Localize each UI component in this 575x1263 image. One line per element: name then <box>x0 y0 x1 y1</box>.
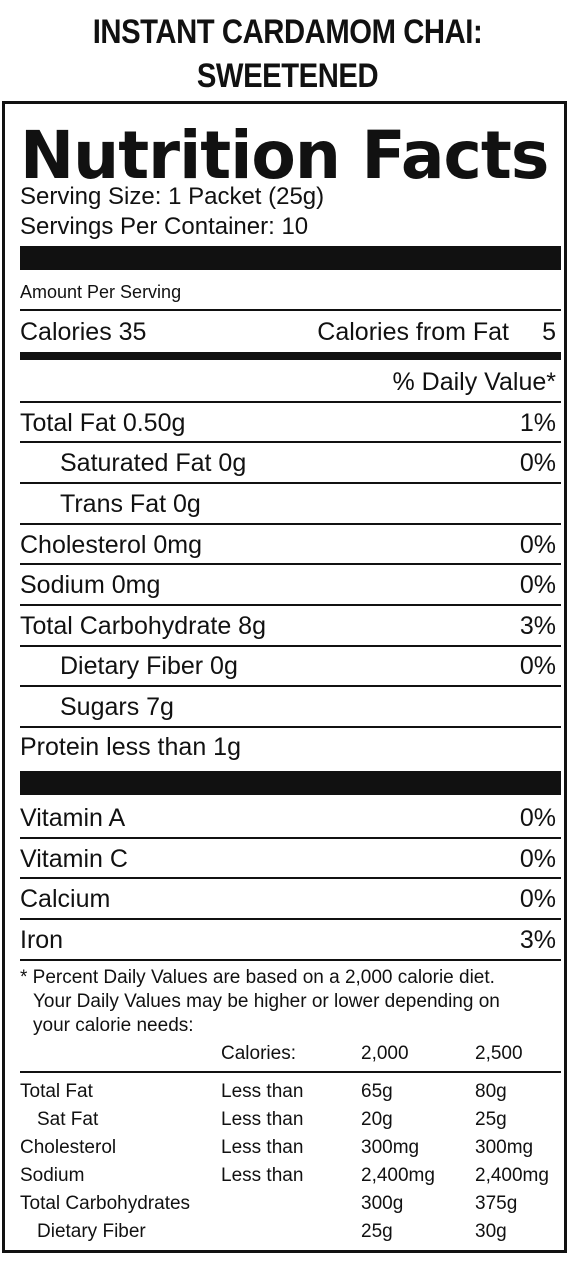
thick-divider <box>20 771 561 795</box>
nutrient-dietary-fiber-dv: 0% <box>519 652 556 680</box>
nutrient-total-fat-dv: 1% <box>519 409 556 437</box>
divider <box>20 441 561 443</box>
table-row-label: Cholesterol <box>20 1137 117 1158</box>
nutrient-total-carbohydrate-dv: 3% <box>519 612 556 640</box>
nutrient-total-carbohydrate: Total Carbohydrate 8g <box>20 612 266 640</box>
table-header-2500: 2,500 <box>475 1043 523 1064</box>
table-row-2500: 375g <box>475 1193 518 1214</box>
table-row-2500: 300mg <box>475 1137 534 1158</box>
vitamin-a-dv: 0% <box>519 804 556 832</box>
table-row-2500: 30g <box>475 1221 507 1242</box>
divider <box>20 877 561 879</box>
divider <box>20 918 561 920</box>
table-row-2500: 80g <box>475 1081 507 1102</box>
iron: Iron <box>20 926 64 954</box>
table-row-2000: 300g <box>361 1193 404 1214</box>
table-row-qualifier: Less than <box>221 1137 304 1158</box>
product-title-line-1: INSTANT CARDAMOM CHAI: <box>92 13 483 51</box>
divider <box>20 309 561 311</box>
divider <box>20 604 561 606</box>
vitamin-a: Vitamin A <box>20 804 126 832</box>
thick-divider <box>20 246 561 270</box>
table-header-calories: Calories: <box>221 1043 296 1064</box>
footnote-line-3: your calorie needs: <box>33 1015 194 1036</box>
divider <box>20 837 561 839</box>
vitamin-c-dv: 0% <box>519 845 556 873</box>
footnote-line-2: Your Daily Values may be higher or lower… <box>33 991 500 1012</box>
table-row-2000: 2,400mg <box>361 1165 435 1186</box>
nutrient-cholesterol: Cholesterol 0mg <box>20 531 203 559</box>
nutrient-dietary-fiber: Dietary Fiber 0g <box>60 652 238 680</box>
divider <box>20 523 561 525</box>
table-row-qualifier: Less than <box>221 1109 304 1130</box>
divider <box>20 482 561 484</box>
serving-size: Serving Size: 1 Packet (25g) <box>20 183 325 210</box>
nutrient-protein: Protein less than 1g <box>20 733 241 761</box>
divider <box>20 563 561 565</box>
table-header-2000: 2,000 <box>361 1043 409 1064</box>
nutrient-total-fat: Total Fat 0.50g <box>20 409 186 437</box>
table-row-label: Sat Fat <box>37 1109 99 1130</box>
nutrient-sodium: Sodium 0mg <box>20 571 161 599</box>
table-row-2500: 25g <box>475 1109 507 1130</box>
daily-value-header: % Daily Value* <box>392 368 556 396</box>
nutrition-facts-panel: Nutrition Facts Serving Size: 1 Packet (… <box>2 101 567 1253</box>
divider <box>20 726 561 728</box>
iron-dv: 3% <box>519 926 556 954</box>
divider <box>20 1071 561 1073</box>
nutrient-saturated-fat: Saturated Fat 0g <box>60 449 247 477</box>
calcium: Calcium <box>20 885 111 913</box>
calories-from-fat-label: Calories from Fat <box>317 318 509 346</box>
table-row-2000: 300mg <box>361 1137 420 1158</box>
calcium-dv: 0% <box>519 885 556 913</box>
table-row-2000: 20g <box>361 1109 393 1130</box>
product-title-line-2: SWEETENED <box>196 57 379 95</box>
medium-divider <box>20 352 561 360</box>
nutrient-trans-fat: Trans Fat 0g <box>60 490 201 518</box>
footnote-line-1: * Percent Daily Values are based on a 2,… <box>20 967 495 988</box>
table-row-label: Dietary Fiber <box>37 1221 146 1242</box>
calories: Calories 35 <box>20 318 147 346</box>
nutrient-saturated-fat-dv: 0% <box>519 449 556 477</box>
nutrition-facts-heading: Nutrition Facts <box>20 117 549 194</box>
table-row-2000: 25g <box>361 1221 393 1242</box>
nutrient-sodium-dv: 0% <box>519 571 556 599</box>
table-row-2000: 65g <box>361 1081 393 1102</box>
vitamin-c: Vitamin C <box>20 845 128 873</box>
nutrient-sugars: Sugars 7g <box>60 693 174 721</box>
table-row-label: Total Fat <box>20 1081 93 1102</box>
table-row-label: Sodium <box>20 1165 85 1186</box>
divider <box>20 685 561 687</box>
divider <box>20 401 561 403</box>
amount-per-serving: Amount Per Serving <box>20 282 182 302</box>
table-row-qualifier: Less than <box>221 1165 304 1186</box>
table-row-label: Total Carbohydrates <box>20 1193 191 1214</box>
nutrient-cholesterol-dv: 0% <box>519 531 556 559</box>
table-row-2500: 2,400mg <box>475 1165 549 1186</box>
table-row-qualifier: Less than <box>221 1081 304 1102</box>
calories-from-fat-value: 5 <box>542 318 556 346</box>
divider <box>20 645 561 647</box>
divider <box>20 959 561 961</box>
servings-per-container: Servings Per Container: 10 <box>20 213 309 240</box>
